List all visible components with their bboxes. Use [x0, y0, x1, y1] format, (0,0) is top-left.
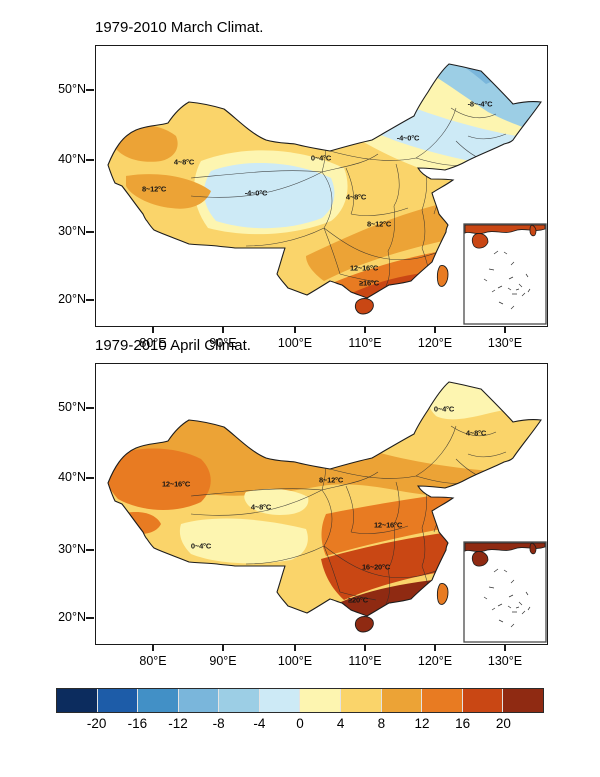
y-axis-tick-label: 40°N — [58, 470, 86, 484]
x-axis-tick-label: 90°E — [209, 654, 237, 668]
y-axis-tick-mark — [86, 617, 94, 619]
colorbar-swatch — [57, 689, 97, 712]
colorbar-swatch — [340, 689, 381, 712]
colorbar-tick-label: 4 — [336, 716, 345, 731]
colorbar-swatch — [177, 689, 219, 712]
colorbar-tick-label: -8 — [212, 716, 225, 731]
x-axis-tick-mark — [364, 644, 366, 651]
south-china-sea-inset — [463, 223, 547, 325]
x-axis-tick-label: 110°E — [348, 336, 382, 350]
colorbar-tick-label: -20 — [86, 716, 107, 731]
colorbar-tick-label: 8 — [377, 716, 386, 731]
march-map-plot: 4~8°C 8~12°C -4~0°C 0~4°C -4~0°C -8~-4°C 4~8°C… — [95, 45, 548, 327]
colorbar-swatch — [96, 689, 138, 712]
x-axis-tick-mark — [434, 326, 436, 333]
x-axis-tick-label: 80°E — [139, 336, 167, 350]
y-axis-tick-mark — [86, 549, 94, 551]
y-axis-tick-label: 50°N — [58, 82, 86, 96]
x-axis-tick-mark — [294, 644, 296, 651]
south-china-sea-inset — [463, 541, 547, 643]
colorbar-tick-label: 12 — [414, 716, 430, 731]
y-axis-tick-label: 20°N — [58, 610, 86, 624]
april-map-title: 1979-2010 April Climat. — [95, 337, 251, 354]
march-map-canvas — [107, 63, 547, 325]
taiwan-island — [436, 583, 449, 605]
x-axis-tick-mark — [152, 644, 154, 651]
x-axis-tick-mark — [364, 326, 366, 333]
x-axis-tick-label: 120°E — [417, 336, 453, 350]
april-map-plot: 12~16°C 8~12°C 4~8°C 0~4°C 0~4°C 4~8°C 12~16°C… — [95, 363, 548, 645]
y-axis-tick-mark — [86, 299, 94, 301]
x-axis-tick-label: 100°E — [277, 336, 313, 350]
march-map-title: 1979-2010 March Climat. — [95, 19, 264, 36]
x-axis-tick-mark — [152, 326, 154, 333]
april-map-block: 1979-2010 April Climat. — [0, 318, 600, 668]
colorbar-tick-label: 16 — [455, 716, 471, 731]
colorbar-tick-label: -4 — [253, 716, 266, 731]
x-axis-tick-mark — [222, 644, 224, 651]
y-axis-tick-label: 30°N — [58, 542, 86, 556]
colorbar-swatch — [258, 689, 300, 712]
colorbar-swatch — [502, 689, 543, 712]
x-axis-tick-mark — [504, 326, 506, 333]
x-axis-tick-mark — [294, 326, 296, 333]
y-axis-tick-label: 50°N — [58, 400, 86, 414]
colorbar-tick-label: 0 — [296, 716, 304, 731]
hainan-island — [354, 616, 374, 633]
april-map-canvas — [107, 381, 547, 643]
x-axis-tick-mark — [434, 644, 436, 651]
colorbar-swatch — [380, 689, 422, 712]
y-axis-tick-mark — [86, 231, 94, 233]
colorbar-tick-label: -12 — [168, 716, 188, 731]
colorbar-tick-label: -16 — [127, 716, 148, 731]
x-axis-tick-label: 130°E — [487, 336, 523, 350]
colorbar-swatch — [137, 689, 178, 712]
y-axis-tick-label: 40°N — [58, 152, 86, 166]
x-axis-tick-label: 110°E — [348, 654, 382, 668]
x-axis-tick-mark — [222, 326, 224, 333]
march-map-block: 1979-2010 March Climat. — [0, 0, 600, 350]
colorbar-swatch — [218, 689, 259, 712]
temperature-colorbar — [56, 688, 544, 713]
y-axis-tick-mark — [86, 477, 94, 479]
x-axis-tick-label: 130°E — [487, 654, 523, 668]
y-axis-tick-mark — [86, 407, 94, 409]
colorbar-swatch — [421, 689, 462, 712]
x-axis-tick-label: 120°E — [417, 654, 453, 668]
y-axis-tick-mark — [86, 159, 94, 161]
colorbar-swatch — [461, 689, 503, 712]
hainan-island — [354, 298, 374, 315]
y-axis-tick-label: 20°N — [58, 292, 86, 306]
x-axis-tick-label: 100°E — [277, 654, 313, 668]
taiwan-island — [436, 265, 449, 287]
y-axis-tick-label: 30°N — [58, 224, 86, 238]
colorbar-tick-label: 20 — [495, 716, 511, 731]
x-axis-tick-label: 90°E — [209, 336, 237, 350]
x-axis-tick-label: 80°E — [139, 654, 167, 668]
x-axis-tick-mark — [504, 644, 506, 651]
colorbar-swatch — [299, 689, 341, 712]
y-axis-tick-mark — [86, 89, 94, 91]
